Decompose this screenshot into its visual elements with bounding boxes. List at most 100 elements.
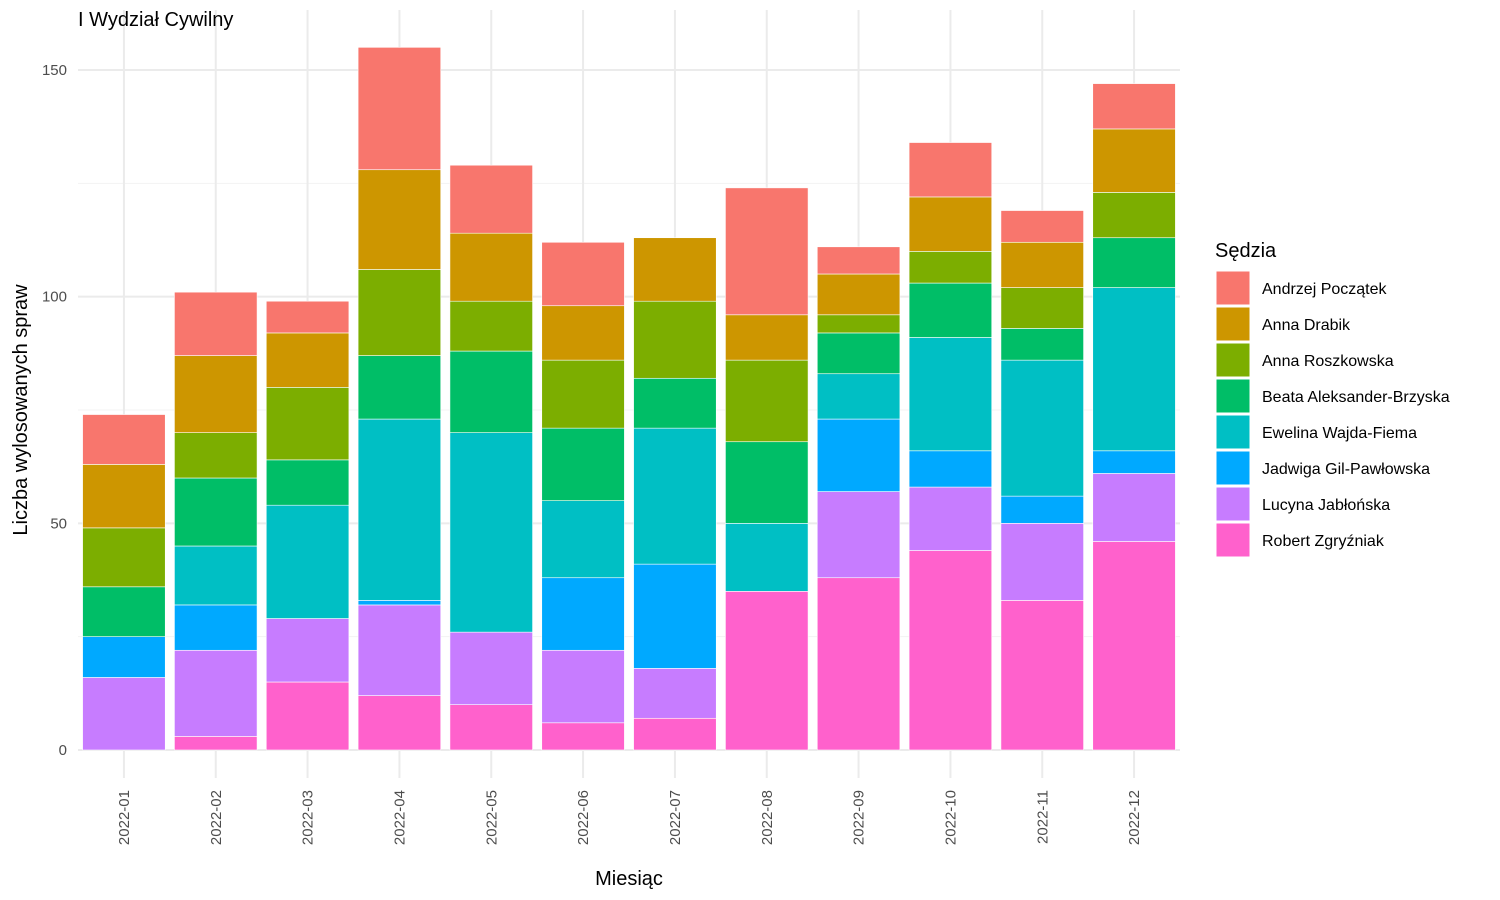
- x-axis-ticks: 2022-01 2022-02 2022-03 2022-04 2022-05 2022-…: [116, 790, 1143, 845]
- bars: [82, 47, 1176, 751]
- bar-segment: [725, 523, 809, 592]
- legend-label: Jadwiga Gil-Pawłowska: [1262, 461, 1430, 478]
- bar-segment: [174, 291, 258, 356]
- bar-segment: [816, 273, 901, 316]
- bar-segment: [725, 187, 809, 316]
- x-axis-title: Miesiąc: [595, 868, 663, 890]
- bar-segment: [633, 563, 717, 669]
- bar-segment: [633, 427, 717, 565]
- bar-segment: [725, 441, 809, 524]
- bar-segment: [1092, 128, 1176, 193]
- bar-segment: [1000, 523, 1084, 601]
- legend-key: [1215, 486, 1251, 522]
- legend-title: Sędzia: [1215, 240, 1277, 262]
- bar-segment: [541, 241, 625, 307]
- bar-segment: [82, 586, 166, 637]
- bar-segment: [1092, 237, 1176, 288]
- bar-segment: [357, 269, 442, 356]
- bar-segment: [82, 414, 166, 465]
- bar-segment: [541, 722, 625, 751]
- bar-segment: [908, 196, 993, 252]
- legend-label: Anna Drabik: [1262, 317, 1351, 334]
- legend-label: Anna Roszkowska: [1262, 353, 1394, 370]
- legend: Sędzia Andrzej Początek Anna Drabik Anna R…: [1215, 240, 1450, 558]
- bar-segment: [816, 373, 901, 420]
- bar-segment: [541, 577, 625, 651]
- legend-label: Robert Zgryźniak: [1262, 533, 1385, 550]
- bar-segment: [541, 500, 625, 579]
- x-tick-label: 2022-11: [1034, 790, 1051, 844]
- legend-key: [1215, 306, 1251, 342]
- legend-label: Lucyna Jabłońska: [1262, 497, 1390, 514]
- x-tick-label: 2022-03: [300, 790, 317, 845]
- bar-segment: [265, 459, 350, 506]
- bar-segment: [174, 545, 258, 606]
- bar-segment: [633, 377, 717, 429]
- bar-segment: [908, 282, 993, 338]
- bar-segment: [725, 359, 809, 443]
- legend-label: Ewelina Wajda-Fiema: [1262, 425, 1417, 442]
- bar-segment: [357, 604, 442, 696]
- x-tick-label: 2022-08: [759, 790, 776, 845]
- x-tick-label: 2022-12: [1126, 790, 1143, 845]
- legend-key: [1215, 414, 1251, 450]
- bar-segment: [357, 47, 442, 171]
- bar-segment: [1092, 541, 1176, 751]
- bar-segment: [449, 432, 533, 633]
- x-tick-label: 2022-06: [575, 790, 592, 845]
- bar-segment: [816, 491, 901, 579]
- bar-segment: [265, 504, 350, 619]
- bar-segment: [82, 527, 166, 588]
- bar-segment: [541, 359, 625, 429]
- bar-segment: [82, 677, 166, 751]
- bar-segment: [816, 332, 901, 375]
- bar-segment: [1000, 495, 1084, 524]
- bar-segment: [908, 251, 993, 284]
- y-tick-label: 150: [42, 62, 67, 79]
- bar-segment: [1092, 450, 1176, 474]
- bar-segment: [265, 332, 350, 388]
- bar-segment: [541, 305, 625, 361]
- legend-label: Beata Aleksander-Brzyska: [1262, 389, 1450, 406]
- x-tick-label: 2022-09: [851, 790, 868, 845]
- bar-segment: [174, 477, 258, 547]
- bar-segment: [1000, 600, 1084, 751]
- bar-segment: [449, 232, 533, 302]
- bar-segment: [174, 604, 258, 651]
- bar-segment: [816, 577, 901, 751]
- bar-segment: [908, 486, 993, 551]
- bar-segment: [633, 717, 717, 751]
- legend-key: [1215, 450, 1251, 486]
- bar-segment: [1000, 287, 1084, 329]
- legend-label: Andrzej Początek: [1262, 281, 1388, 298]
- y-axis-title: Liczba wylosowanych spraw: [10, 284, 32, 536]
- bar-segment: [816, 314, 901, 334]
- y-tick-label: 0: [59, 742, 67, 759]
- bar-segment: [265, 387, 350, 461]
- bar-segment: [633, 237, 717, 302]
- bar-segment: [449, 350, 533, 433]
- bar-segment: [82, 464, 166, 529]
- bar-segment: [82, 636, 166, 678]
- x-tick-label: 2022-05: [483, 790, 500, 845]
- bar-segment: [541, 649, 625, 724]
- bar-segment: [357, 695, 442, 751]
- bar-segment: [1092, 287, 1176, 452]
- legend-key: [1215, 378, 1251, 414]
- bar-segment: [449, 300, 533, 352]
- bar-segment: [908, 142, 993, 198]
- bar-segment: [449, 704, 533, 751]
- bar-segment: [1000, 210, 1084, 243]
- bar-segment: [265, 300, 350, 334]
- bar-segment: [633, 668, 717, 719]
- bar-segment: [1000, 359, 1084, 497]
- bar-segment: [357, 169, 442, 270]
- bar-segment: [174, 355, 258, 433]
- x-tick-label: 2022-02: [208, 790, 225, 845]
- bar-segment: [725, 314, 809, 361]
- y-axis-ticks: 0 50 100 150: [42, 62, 67, 759]
- bar-segment: [908, 337, 993, 452]
- bar-segment: [174, 649, 258, 737]
- bar-segment: [1092, 192, 1176, 239]
- bar-segment: [908, 450, 993, 488]
